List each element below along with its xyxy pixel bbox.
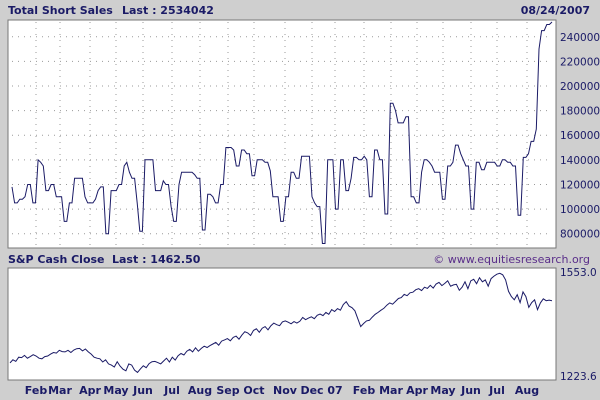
x-tick-label: Jun bbox=[132, 384, 153, 397]
sp-plot-area bbox=[7, 267, 557, 381]
x-tick-label: Nov bbox=[273, 384, 298, 397]
x-tick-label: Jun bbox=[460, 384, 481, 397]
y-tick-label: 800000 bbox=[560, 229, 600, 241]
y-tick-label: 1000000 bbox=[560, 204, 600, 216]
short-sales-title: Total Short Sales bbox=[8, 4, 113, 17]
sp-title: S&P Cash Close bbox=[8, 253, 105, 266]
x-tick-label: Aug bbox=[515, 384, 539, 397]
short-sales-plot-area bbox=[7, 19, 557, 249]
x-tick-label: May bbox=[103, 384, 128, 397]
month-axis: Feb Mar Apr May Jun Jul Aug Sep Oct Nov Dec 07 Feb Ma… bbox=[25, 384, 539, 397]
x-tick-label: Sep bbox=[216, 384, 239, 397]
y-tick-label: 1800000 bbox=[560, 106, 600, 118]
short-sales-series bbox=[11, 21, 553, 244]
x-tick-label: Mar bbox=[48, 384, 72, 397]
y-tick-label: 1600000 bbox=[560, 130, 600, 142]
y-tick-label: 1200000 bbox=[560, 179, 600, 191]
y-tick-label: 1553.0 bbox=[560, 267, 597, 279]
sp-y-axis: 1223.6 1553.0 bbox=[560, 267, 597, 383]
x-tick-label: Feb bbox=[25, 384, 48, 397]
x-tick-label: Jul bbox=[488, 384, 505, 397]
x-tick-label: Oct bbox=[243, 384, 264, 397]
x-tick-label: Feb bbox=[353, 384, 376, 397]
sp-series bbox=[9, 272, 553, 374]
x-tick-label: Aug bbox=[188, 384, 212, 397]
y-tick-label: 2400000 bbox=[560, 32, 600, 44]
source-url: © www.equitiesresearch.org bbox=[433, 253, 590, 266]
x-tick-label: 07 bbox=[327, 384, 342, 397]
short-sales-line bbox=[11, 21, 553, 244]
short-sales-y-axis: 800000 1000000 1200000 1400000 1600000 180000… bbox=[560, 32, 600, 241]
y-tick-label: 1223.6 bbox=[560, 371, 597, 383]
x-tick-label: Mar bbox=[379, 384, 403, 397]
y-tick-label: 2200000 bbox=[560, 56, 600, 68]
sp-last-value: Last : 1462.50 bbox=[112, 253, 201, 266]
x-tick-label: Apr bbox=[406, 384, 428, 397]
x-tick-label: Dec bbox=[300, 384, 323, 397]
chart-date: 08/24/2007 bbox=[521, 4, 590, 17]
sp-close-line bbox=[9, 272, 553, 374]
x-tick-label: Apr bbox=[79, 384, 101, 397]
x-tick-label: May bbox=[430, 384, 455, 397]
y-tick-label: 2000000 bbox=[560, 81, 600, 93]
y-tick-label: 1400000 bbox=[560, 155, 600, 167]
short-sales-last-value: Last : 2534042 bbox=[122, 4, 214, 17]
x-tick-label: Jul bbox=[163, 384, 180, 397]
